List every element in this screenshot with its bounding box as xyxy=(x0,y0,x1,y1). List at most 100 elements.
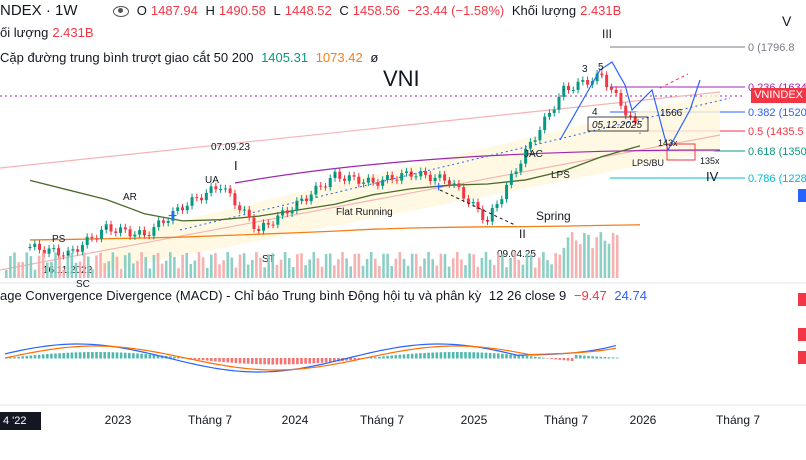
candle-body xyxy=(524,148,528,164)
volume-bar xyxy=(205,267,209,278)
date-box xyxy=(587,116,649,132)
macd-hist-bar xyxy=(91,352,94,359)
macd-hist-bar xyxy=(390,355,393,359)
price-point xyxy=(105,227,108,229)
volume-bar xyxy=(538,257,541,278)
x-axis-tick-label: 2023 xyxy=(105,413,132,427)
price-tag: VNINDEX xyxy=(751,88,806,103)
candle-body xyxy=(90,236,94,239)
candle-body xyxy=(424,171,428,175)
macd-hist-bar xyxy=(328,358,332,363)
macd-hist-bar xyxy=(406,354,410,359)
volume-bar xyxy=(185,252,188,278)
price-point xyxy=(601,74,603,77)
price-point xyxy=(334,174,336,177)
eye-icon[interactable] xyxy=(113,6,130,18)
volume-bar xyxy=(513,252,516,278)
candle-body xyxy=(247,209,251,218)
volume-bar xyxy=(398,252,402,278)
volume-row-label: ối lượng xyxy=(0,25,49,40)
candle-body xyxy=(505,184,509,200)
volume-bar xyxy=(472,254,475,278)
macd-hist-bar xyxy=(156,355,160,359)
volume-bar xyxy=(447,266,451,278)
macd-hist-bar xyxy=(521,355,525,359)
candle-body xyxy=(161,220,165,223)
candle-body xyxy=(633,116,637,123)
chart-annotation: 5 xyxy=(598,62,604,73)
x-axis-tick-label: Tháng 7 xyxy=(188,413,232,427)
macd-hist-bar xyxy=(242,358,246,364)
macd-hist-bar xyxy=(111,352,115,359)
macd-hist-bar xyxy=(226,358,229,363)
volume-bar xyxy=(546,260,549,278)
chart-annotation: Flat Running xyxy=(336,207,393,218)
candle-body xyxy=(319,185,323,187)
macd-hist-bar xyxy=(21,356,24,359)
volume-bar xyxy=(587,234,590,278)
macd-hist-bar xyxy=(103,352,106,359)
macd-value: 24.74 xyxy=(614,288,647,303)
candle-body xyxy=(562,85,566,97)
volume-bar xyxy=(140,252,143,278)
volume-bar xyxy=(591,248,594,278)
candle-body xyxy=(385,175,389,180)
chart-annotation: 1566 xyxy=(660,108,683,119)
volume-bar xyxy=(66,255,70,278)
symbol-label[interactable]: NDEX · 1W xyxy=(0,2,78,19)
macd-hist-bar xyxy=(238,358,242,364)
macd-hist-bar xyxy=(394,355,398,359)
x-axis-tick-label: 2026 xyxy=(630,413,657,427)
macd-hist-bar xyxy=(509,354,512,359)
price-point xyxy=(143,234,146,236)
candle-body xyxy=(490,207,494,222)
candle-body xyxy=(514,171,518,174)
chart-annotation: 05.12.2025 xyxy=(592,120,642,131)
macd-hist-bar xyxy=(169,356,172,359)
high-label: H xyxy=(205,3,215,18)
volume-bar xyxy=(497,253,500,278)
macd-hist-bar xyxy=(214,358,217,362)
ma-indicator-label[interactable]: Cặp đường trung bình trượt giao cắt 50 2… xyxy=(0,50,254,65)
macd-hist-bar xyxy=(115,352,119,359)
macd-hist-bar xyxy=(603,357,607,359)
candle-body xyxy=(76,249,80,252)
macd-hist-bar xyxy=(410,353,414,359)
macd-hist-bar xyxy=(488,352,492,359)
macd-hist-bar xyxy=(87,352,90,359)
macd-label[interactable]: age Convergence Divergence (MACD) - Chỉ … xyxy=(0,288,482,303)
macd-hist-bar xyxy=(13,357,16,359)
macd-hist-bar xyxy=(287,358,291,365)
macd-hist-bar xyxy=(17,356,20,359)
volume-bar xyxy=(119,268,123,278)
macd-params: 12 26 close 9 xyxy=(488,288,567,303)
macd-hist-bar xyxy=(283,358,287,365)
macd-hist-bar xyxy=(419,353,422,359)
candle-body xyxy=(304,198,308,202)
candle-body xyxy=(609,87,613,90)
volume-bar xyxy=(476,266,480,278)
volume-bar xyxy=(533,267,537,278)
volume-bar xyxy=(480,258,484,278)
macd-hist-bar xyxy=(558,358,562,360)
macd-hist-bar xyxy=(279,358,283,365)
macd-hist-bar xyxy=(505,354,508,359)
volume-bar xyxy=(197,252,201,278)
macd-hist-bar xyxy=(538,357,541,359)
volume-bar xyxy=(599,232,603,278)
volume-bar xyxy=(263,267,266,278)
volume-bar xyxy=(238,254,242,278)
chart-annotation: 143x xyxy=(658,138,678,148)
macd-hist-bar xyxy=(152,354,156,359)
macd-hist-bar xyxy=(99,352,102,359)
channel-band xyxy=(100,92,720,272)
volume-bar xyxy=(443,254,447,278)
scale-tag xyxy=(798,189,806,202)
volume-bar xyxy=(70,252,74,278)
volume-bar xyxy=(615,234,619,278)
candle-body xyxy=(338,171,342,179)
candle-body xyxy=(52,248,56,250)
volume-bar xyxy=(201,257,205,278)
volume-bar xyxy=(558,254,562,278)
